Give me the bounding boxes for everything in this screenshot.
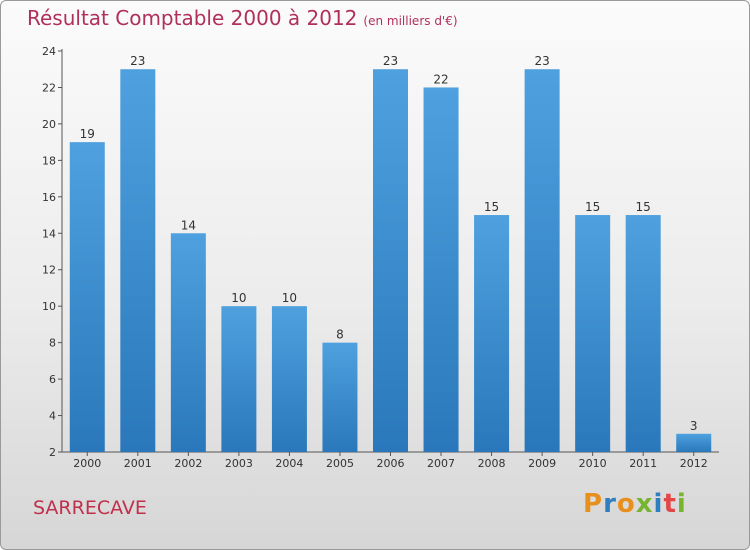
y-tick-label: 12	[42, 264, 56, 277]
logo-letter: x	[635, 489, 654, 519]
proxiti-logo: Proxiti	[583, 489, 687, 519]
chart-title: Résultat Comptable 2000 à 2012 (en millie…	[27, 6, 458, 30]
bar	[373, 69, 408, 453]
y-tick-label: 20	[42, 118, 56, 131]
bar-value-label: 8	[336, 328, 344, 342]
bar-value-label: 23	[534, 54, 549, 68]
x-tick-label: 2007	[427, 457, 455, 470]
bar	[322, 342, 358, 452]
bar-value-label: 15	[585, 200, 600, 214]
bar-value-label: 10	[282, 291, 297, 305]
y-tick-label: 10	[42, 300, 56, 313]
bar	[170, 233, 206, 452]
bar-value-label: 23	[130, 54, 145, 68]
y-tick-label: 14	[42, 227, 56, 240]
chart-title-text: Résultat Comptable 2000 à 2012	[27, 6, 358, 30]
x-tick-label: 2001	[124, 457, 152, 470]
x-tick-label: 2005	[326, 457, 354, 470]
logo-letter: i	[653, 489, 664, 519]
y-tick-label: 8	[49, 337, 56, 350]
y-tick-label: 6	[49, 373, 56, 386]
bar-value-label: 19	[80, 127, 95, 141]
bar	[69, 142, 105, 453]
x-tick-label: 2006	[377, 457, 405, 470]
bar	[271, 306, 307, 452]
y-tick-label: 4	[49, 410, 56, 423]
y-tick-label: 18	[42, 154, 56, 167]
bar-value-label: 10	[231, 291, 246, 305]
logo-letter: o	[616, 489, 636, 519]
y-tick-label: 2	[49, 446, 56, 459]
y-tick-label: 16	[42, 191, 56, 204]
bar	[221, 306, 257, 452]
bar-value-label: 23	[383, 54, 398, 68]
bar-value-label: 3	[690, 419, 698, 433]
y-tick-label: 24	[42, 45, 56, 58]
bar-value-label: 15	[636, 200, 651, 214]
bar-value-label: 22	[433, 72, 448, 86]
x-tick-label: 2012	[680, 457, 708, 470]
bar	[625, 215, 661, 452]
x-tick-label: 2011	[629, 457, 657, 470]
bar	[474, 215, 510, 452]
x-tick-label: 2000	[73, 457, 101, 470]
bar	[423, 87, 459, 453]
bar	[524, 69, 560, 453]
y-tick-label: 22	[42, 81, 56, 94]
x-tick-label: 2010	[579, 457, 607, 470]
bar	[120, 69, 156, 453]
logo-letter: t	[663, 489, 677, 519]
logo-letter: P	[583, 489, 604, 519]
bar	[676, 433, 712, 452]
x-tick-label: 2008	[478, 457, 506, 470]
bar-value-label: 15	[484, 200, 499, 214]
x-tick-label: 2004	[275, 457, 303, 470]
chart-subtitle: (en milliers d'€)	[363, 14, 458, 28]
bar	[575, 215, 611, 452]
x-tick-label: 2009	[528, 457, 556, 470]
bar-value-label: 14	[181, 218, 196, 232]
commune-name: SARRECAVE	[33, 497, 147, 519]
x-tick-label: 2003	[225, 457, 253, 470]
logo-letter: i	[676, 489, 687, 519]
logo-letter: r	[603, 489, 617, 519]
x-tick-label: 2002	[174, 457, 202, 470]
